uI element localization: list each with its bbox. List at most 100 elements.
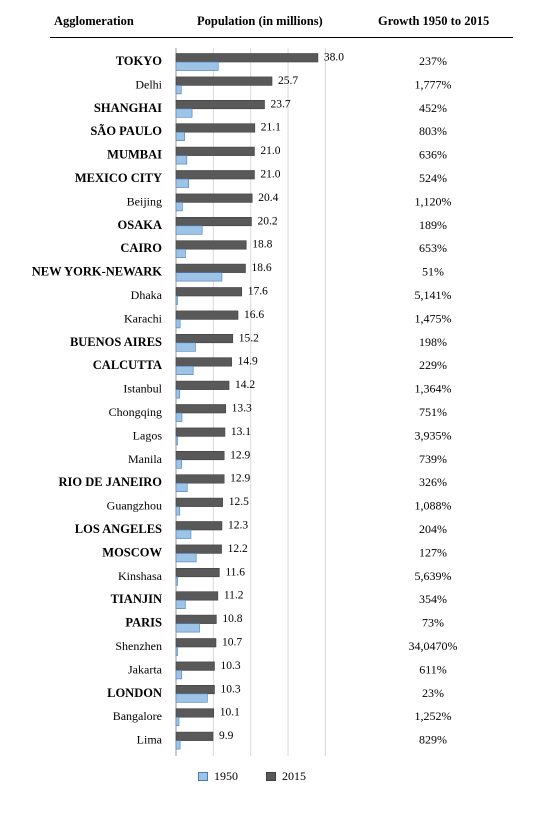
bar-1950 [175, 436, 178, 446]
city-label: CAIRO [120, 241, 162, 255]
bar-2015 [175, 708, 215, 718]
header-rule [50, 37, 513, 38]
bar-2015 [175, 497, 223, 507]
bar-1950 [175, 389, 181, 399]
city-label: RIO DE JANEIRO [59, 475, 163, 489]
bar-2015 [175, 684, 215, 695]
bar-2015 [175, 450, 225, 461]
city-label: Delhi [135, 77, 162, 91]
city-label: TIANJIN [111, 592, 162, 606]
growth-value: 653% [419, 241, 447, 255]
city-label: Karachi [124, 311, 163, 325]
bar-2015 [175, 567, 220, 578]
value-label: 10.7 [222, 637, 242, 649]
city-label: Lagos [133, 428, 163, 442]
city-label: BUENOS AIRES [70, 335, 162, 349]
bar-2015 [175, 731, 214, 741]
bar-1950 [175, 459, 182, 469]
bar-2015 [175, 100, 265, 110]
city-label: Jakarta [128, 662, 163, 676]
bar-2015 [175, 240, 247, 250]
value-label: 14.9 [238, 356, 258, 368]
city-label: SHANGHAI [94, 101, 162, 115]
city-label: LOS ANGELES [75, 522, 162, 536]
value-label: 20.4 [258, 192, 278, 204]
growth-value: 751% [419, 405, 447, 419]
growth-value: 5,141% [415, 288, 452, 302]
value-label: 11.6 [225, 566, 245, 578]
bar-2015 [175, 263, 246, 273]
bar-2015 [175, 193, 253, 203]
bar-1950 [175, 319, 181, 329]
growth-value: 73% [422, 616, 444, 630]
growth-value: 189% [419, 218, 447, 232]
bar-1950 [175, 599, 186, 610]
growth-value: 1,088% [415, 499, 452, 513]
bar-2015 [175, 521, 223, 531]
bar-1950 [175, 365, 194, 376]
bar-2015 [175, 357, 232, 367]
bar-2015 [175, 380, 230, 390]
growth-value: 739% [419, 452, 447, 466]
bar-1950 [175, 716, 180, 727]
bar-2015 [175, 123, 256, 133]
value-label: 23.7 [271, 98, 291, 110]
value-label: 11.2 [224, 590, 244, 602]
bar-1950 [175, 342, 196, 352]
growth-value: 34,0470% [409, 639, 458, 653]
legend-swatch-2015 [266, 772, 276, 781]
growth-value: 636% [419, 148, 447, 162]
bar-1950 [175, 131, 185, 141]
bar-2015 [175, 310, 239, 320]
growth-value: 452% [419, 101, 447, 115]
bar-2015 [175, 404, 226, 414]
bar-1950 [175, 693, 208, 703]
value-label: 13.1 [231, 426, 251, 438]
growth-value: 524% [419, 171, 447, 185]
bar-2015 [175, 170, 255, 180]
city-label: Istanbul [123, 382, 162, 396]
bar-1950 [175, 529, 192, 539]
legend-item-2015: 2015 [266, 769, 306, 784]
city-label: NEW YORK-NEWARK [32, 265, 162, 279]
growth-value: 354% [419, 592, 447, 606]
growth-value: 829% [419, 733, 447, 747]
value-label: 18.6 [251, 262, 271, 274]
bar-1950 [175, 61, 219, 71]
city-label: LONDON [107, 686, 162, 700]
city-label: Kinshasa [118, 569, 163, 583]
growth-value: 51% [422, 265, 444, 279]
bar-1950 [175, 248, 186, 258]
growth-value: 803% [419, 124, 447, 138]
value-label: 20.2 [257, 215, 277, 227]
bar-2015 [175, 614, 217, 624]
bar-1950 [175, 155, 188, 165]
value-label: 10.3 [220, 683, 240, 695]
city-label: TOKYO [116, 54, 163, 68]
growth-value: 237% [419, 54, 447, 68]
bar-1950 [175, 108, 193, 118]
value-label: 17.6 [248, 286, 268, 298]
value-label: 16.6 [244, 309, 264, 321]
value-label: 10.8 [222, 613, 242, 625]
growth-value: 204% [419, 522, 447, 536]
bar-1950 [175, 576, 178, 586]
city-label: Shenzhen [115, 639, 162, 653]
growth-value: 611% [419, 662, 447, 676]
bar-2015 [175, 217, 252, 227]
growth-value: 1,475% [415, 311, 452, 325]
bar-1950 [175, 506, 181, 516]
bar-2015 [175, 474, 225, 484]
bar-2015 [175, 544, 222, 554]
value-label: 9.9 [219, 730, 234, 742]
bar-1950 [175, 646, 178, 656]
value-label: 12.9 [230, 449, 250, 461]
growth-value: 5,639% [415, 569, 452, 583]
city-label: Chongqing [109, 405, 162, 419]
value-label: 38.0 [324, 52, 344, 64]
header-growth: Growth 1950 to 2015 [378, 14, 490, 28]
value-label: 12.9 [230, 473, 250, 485]
value-label: 21.0 [260, 145, 280, 157]
city-label: SÃO PAULO [90, 124, 162, 138]
